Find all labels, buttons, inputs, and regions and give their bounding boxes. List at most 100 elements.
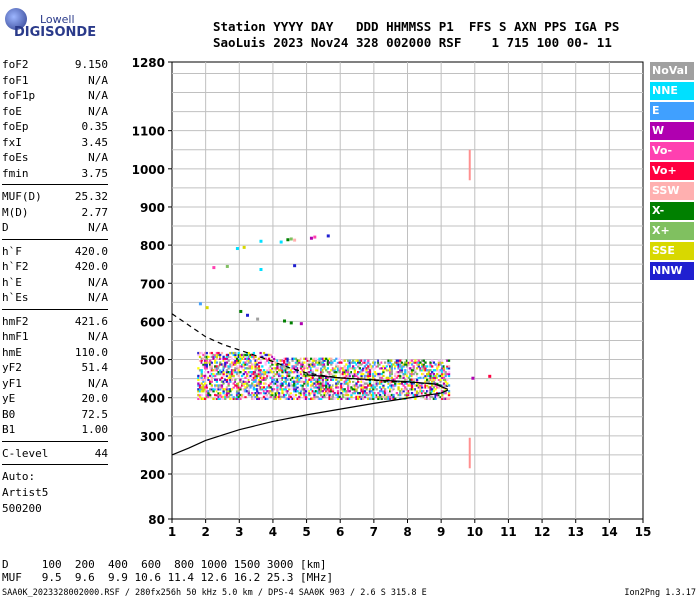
- echo-point: [294, 357, 298, 360]
- echo-point: [291, 384, 294, 387]
- echo-point: [345, 378, 348, 381]
- echo-point: [289, 397, 293, 401]
- echo-point: [242, 369, 245, 372]
- echo-point: [244, 386, 247, 389]
- echo-point: [303, 380, 306, 383]
- echo-point: [210, 365, 213, 368]
- echo-point: [304, 393, 308, 397]
- param-key: yF2: [2, 361, 22, 374]
- echo-point: [405, 388, 409, 391]
- echo-point: [427, 380, 430, 383]
- echo-point: [442, 376, 446, 380]
- echo-point: [405, 395, 409, 399]
- echo-point: [256, 371, 259, 374]
- param-row: foF1 N/A: [2, 73, 108, 89]
- echo-point: [387, 391, 390, 395]
- echo-point: [246, 382, 249, 385]
- echo-point: [276, 367, 279, 370]
- echo-point: [382, 391, 385, 395]
- echo-point: [309, 372, 313, 376]
- echo-point: [214, 384, 217, 387]
- echo-point: [316, 391, 319, 395]
- echo-point: [210, 369, 213, 372]
- echo-point: [274, 397, 277, 401]
- echo-point: [360, 363, 363, 366]
- echo-point: [242, 365, 245, 368]
- param-value: N/A: [88, 221, 108, 234]
- echo-point: [378, 382, 382, 385]
- echo-point: [336, 365, 340, 368]
- echo-point: [357, 359, 360, 362]
- x-tick-label: 11: [500, 525, 517, 539]
- echo-point: [222, 391, 225, 395]
- echo-point: [308, 395, 311, 399]
- echo-point: [293, 380, 296, 383]
- echo-point: [304, 390, 308, 393]
- echo-point: [203, 382, 207, 385]
- echo-point: [215, 384, 219, 387]
- echo-point: [380, 388, 383, 391]
- echo-point: [375, 365, 378, 368]
- echo-point: [225, 374, 229, 378]
- echo-point: [271, 361, 274, 364]
- echo-point: [377, 374, 380, 378]
- echo-point: [432, 361, 436, 364]
- echo-point: [306, 380, 309, 383]
- echo-point: [235, 371, 239, 374]
- echo-point: [420, 390, 424, 393]
- echo-point: [353, 386, 356, 389]
- echo-point: [197, 363, 200, 366]
- echo-point: [279, 388, 282, 391]
- echo-point: [257, 365, 261, 368]
- echo-point: [323, 393, 326, 397]
- echo-point: [304, 378, 308, 381]
- echo-point: [429, 374, 432, 378]
- echo-point: [219, 367, 222, 370]
- echo-point: [422, 359, 425, 362]
- echo-point: [346, 371, 350, 374]
- echo-point: [257, 359, 261, 362]
- echo-point: [209, 367, 212, 370]
- echo-point: [402, 365, 405, 368]
- param-group-2: MUF(D) 25.32 M(D) 2.77 D N/A: [2, 189, 108, 236]
- echo-point: [387, 395, 390, 399]
- echo-point: [271, 371, 274, 374]
- echo-point: [242, 361, 245, 364]
- echo-point: [362, 393, 365, 397]
- echo-point: [431, 359, 434, 362]
- echo-point: [426, 395, 429, 399]
- echo-point: [284, 376, 288, 380]
- echo-point: [372, 395, 375, 399]
- echo-point: [303, 391, 306, 395]
- echo-point: [261, 371, 264, 374]
- echo-point: [350, 397, 353, 401]
- echo-point: [410, 382, 414, 385]
- echo-point: [434, 388, 437, 391]
- echo-point: [257, 367, 261, 370]
- echo-point: [259, 382, 262, 385]
- echo-point: [363, 382, 367, 385]
- echo-point: [326, 371, 330, 374]
- echo-point: [202, 357, 205, 360]
- echo-point: [316, 397, 319, 401]
- echo-point: [394, 384, 397, 387]
- echo-point: [198, 390, 202, 393]
- echo-point: [388, 395, 392, 399]
- echo-point: [320, 372, 323, 376]
- echo-point: [279, 365, 282, 368]
- param-key: hmF1: [2, 330, 29, 343]
- echo-point: [321, 369, 325, 372]
- echo-point: [286, 372, 289, 376]
- param-group-5: C-level 44: [2, 446, 108, 462]
- echo-point: [246, 313, 250, 317]
- echo-point: [257, 391, 261, 395]
- echo-point: [254, 363, 257, 366]
- x-tick-label: 5: [302, 525, 310, 539]
- echo-point: [254, 380, 257, 383]
- echo-point: [203, 363, 207, 366]
- echo-point: [343, 382, 346, 385]
- echo-point: [232, 384, 235, 387]
- echo-point: [271, 355, 274, 359]
- echo-point: [321, 378, 325, 381]
